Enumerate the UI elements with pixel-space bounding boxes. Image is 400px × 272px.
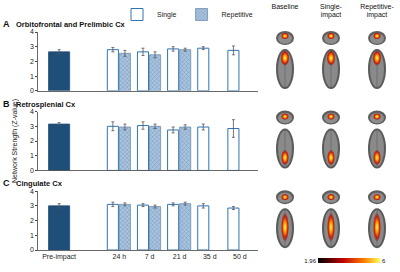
svg-text:4: 4 [30, 108, 34, 115]
svg-text:2: 2 [30, 217, 34, 224]
svg-text:7 d: 7 d [145, 253, 155, 260]
svg-text:Pre-impact: Pre-impact [42, 253, 76, 261]
svg-text:6: 6 [382, 258, 386, 264]
svg-text:3: 3 [30, 123, 34, 130]
svg-text:A: A [3, 19, 10, 29]
svg-text:Single-: Single- [320, 3, 342, 11]
svg-text:Retrosplenial Cx: Retrosplenial Cx [16, 100, 76, 109]
svg-text:Repetitive: Repetitive [222, 11, 253, 19]
svg-text:Repetitive-: Repetitive- [360, 3, 394, 11]
svg-text:1: 1 [30, 232, 34, 239]
svg-text:4: 4 [30, 28, 34, 35]
svg-text:Network Strength (Z-value): Network Strength (Z-value) [11, 99, 19, 183]
svg-text:B: B [3, 99, 10, 109]
svg-text:3: 3 [30, 202, 34, 209]
svg-text:0: 0 [30, 87, 34, 94]
svg-text:Single: Single [157, 11, 177, 19]
svg-text:impact: impact [367, 11, 388, 19]
svg-text:2: 2 [30, 137, 34, 144]
svg-text:1: 1 [30, 152, 34, 159]
svg-text:C: C [3, 178, 10, 188]
svg-text:2: 2 [30, 58, 34, 65]
svg-text:1.96: 1.96 [304, 258, 316, 264]
svg-text:1: 1 [30, 73, 34, 80]
svg-text:impact: impact [321, 11, 342, 19]
svg-text:0: 0 [30, 167, 34, 174]
svg-text:50 d: 50 d [233, 253, 247, 260]
svg-text:Baseline: Baseline [272, 3, 299, 10]
svg-text:0: 0 [30, 246, 34, 253]
svg-text:24 h: 24 h [113, 253, 127, 260]
svg-text:21 d: 21 d [173, 253, 187, 260]
svg-text:3: 3 [30, 43, 34, 50]
svg-text:4: 4 [30, 188, 34, 195]
svg-text:35 d: 35 d [203, 253, 217, 260]
svg-text:Orbitofrontal and Prelimbic Cx: Orbitofrontal and Prelimbic Cx [16, 20, 126, 29]
svg-text:Cingulate Cx: Cingulate Cx [16, 179, 63, 188]
